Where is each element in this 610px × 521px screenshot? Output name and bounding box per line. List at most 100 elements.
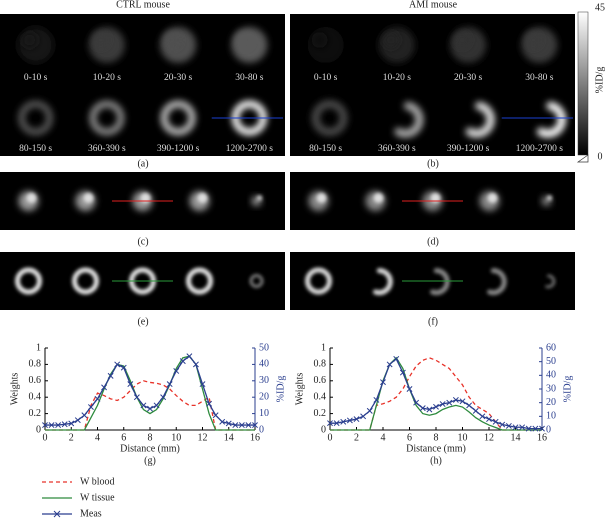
- image-blob: [373, 193, 384, 203]
- image-blob: [164, 32, 181, 48]
- series-line: [330, 356, 542, 431]
- marker: [147, 405, 153, 412]
- image-blob: [311, 32, 328, 48]
- y2-tick-label: 60: [546, 342, 556, 353]
- image-blob: [235, 32, 252, 48]
- image-blob: [311, 100, 348, 136]
- marker: [366, 407, 373, 414]
- y-tick-label: 0.6: [314, 375, 327, 386]
- frame-label: 30-80 s: [525, 73, 554, 83]
- frame-label: 360-390 s: [378, 144, 416, 154]
- y2-tick-label: 0: [546, 424, 551, 435]
- colorbar-max: 45: [595, 2, 605, 13]
- marker: [173, 368, 180, 374]
- x-tick-label: 6: [407, 432, 412, 443]
- marker: [327, 420, 333, 427]
- marker: [492, 418, 499, 425]
- image-blob: [257, 195, 262, 201]
- x-tick-label: 0: [328, 432, 333, 443]
- marker: [120, 364, 127, 371]
- marker: [219, 418, 226, 425]
- marker: [133, 394, 140, 401]
- marker: [160, 394, 167, 401]
- marker: [433, 403, 439, 410]
- image-blob: [382, 32, 399, 48]
- y2-tick-label: 30: [546, 383, 556, 394]
- y2-tick-label: 40: [546, 370, 556, 381]
- marker: [42, 422, 48, 429]
- x-axis-label: Distance (mm): [406, 443, 466, 454]
- y-tick-label: 0.2: [314, 408, 327, 419]
- x-tick-label: 4: [381, 432, 386, 443]
- x-tick-label: 10: [458, 432, 468, 443]
- marker: [199, 381, 206, 388]
- marker: [393, 355, 400, 362]
- image-blob: [394, 101, 424, 138]
- marker: [532, 425, 539, 432]
- y2-axis-label: %ID/g: [562, 376, 573, 403]
- marker: [353, 416, 360, 423]
- image-blob: [26, 193, 37, 203]
- x-tick-label: 4: [95, 432, 100, 443]
- y-tick-label: 0.8: [314, 359, 327, 370]
- caption: (h): [430, 455, 442, 466]
- marker: [346, 417, 353, 424]
- colorbar: [577, 11, 589, 156]
- marker: [61, 421, 68, 428]
- marker: [114, 361, 121, 368]
- x-tick-label: 6: [121, 432, 126, 443]
- frame-label: 30-80 s: [235, 73, 264, 83]
- marker: [406, 386, 413, 392]
- marker: [252, 422, 258, 429]
- marker: [452, 396, 459, 403]
- marker: [127, 381, 134, 388]
- frame-label: 10-20 s: [93, 73, 122, 83]
- marker: [192, 361, 199, 368]
- frame-label: 1200-2700 s: [516, 144, 564, 154]
- marker: [94, 395, 101, 402]
- marker: [179, 358, 186, 365]
- series-line: [330, 357, 542, 431]
- panel-title: CTRL mouse: [116, 0, 170, 10]
- image-blob: [430, 268, 450, 296]
- frame-label: 10-20 s: [383, 73, 412, 83]
- y-tick-label: 0.8: [29, 359, 42, 370]
- marker: [459, 398, 466, 405]
- marker: [48, 422, 55, 429]
- marker: [166, 381, 173, 388]
- marker: [466, 402, 473, 409]
- legend-label: W blood: [80, 476, 115, 487]
- marker: [413, 399, 420, 406]
- colorbar-end: [576, 154, 589, 163]
- marker: [380, 379, 386, 386]
- x-tick-label: 0: [43, 432, 48, 443]
- y-tick-label: 0.2: [29, 408, 42, 419]
- series-line: [45, 355, 255, 426]
- marker: [472, 407, 479, 414]
- image-blob: [373, 268, 393, 296]
- marker: [499, 421, 506, 428]
- frame-label: 0-10 s: [24, 73, 48, 83]
- frame-label: 0-10 s: [314, 73, 338, 83]
- frame-label: 390-1200 s: [447, 144, 490, 154]
- y2-tick-label: 40: [259, 359, 269, 370]
- frame-label: 20-30 s: [164, 73, 193, 83]
- x-tick-label: 14: [511, 432, 521, 443]
- y-tick-label: 1: [321, 342, 326, 353]
- image-blob: [89, 100, 125, 136]
- marker: [186, 353, 193, 360]
- y-axis-label: Weights: [9, 373, 20, 406]
- x-axis-label: Distance (mm): [120, 443, 180, 454]
- image-blob: [186, 267, 213, 295]
- y-tick-label: 1: [36, 342, 41, 353]
- x-tick-label: 12: [198, 432, 208, 443]
- image-blob: [454, 32, 471, 48]
- y2-tick-label: 10: [259, 408, 269, 419]
- image-blob: [15, 267, 42, 295]
- marker: [512, 424, 519, 431]
- marker: [107, 372, 114, 379]
- marker: [55, 422, 62, 429]
- x-tick-label: 8: [434, 432, 439, 443]
- marker: [539, 425, 545, 432]
